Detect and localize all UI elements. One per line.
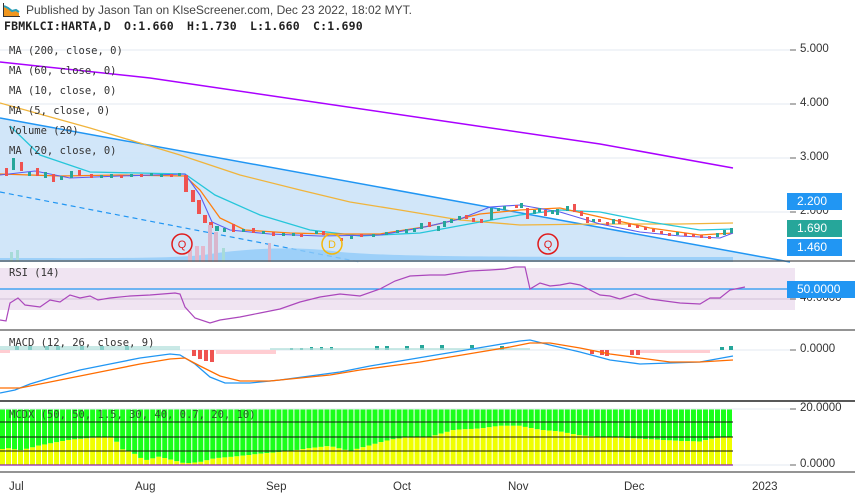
- marker-q-1: [171, 233, 193, 255]
- rsi-pane: [0, 266, 795, 324]
- marker-q-2: [537, 233, 559, 255]
- svg-text:D: D: [328, 239, 336, 251]
- legend-ma10[interactable]: MA (10, close, 0): [9, 85, 117, 97]
- mcdx-pane: [0, 409, 732, 465]
- svg-text:Q: Q: [178, 239, 187, 251]
- macd-pane: [0, 339, 790, 394]
- time-axis-jul: Jul: [9, 481, 24, 493]
- high-value: H:1.730: [186, 19, 237, 33]
- ma20-line: [9, 125, 734, 237]
- ma10-line: [0, 173, 734, 236]
- legend-rsi[interactable]: RSI (14): [9, 267, 60, 279]
- legend-ma5[interactable]: MA (5, close, 0): [9, 105, 111, 117]
- svg-text:Q: Q: [544, 239, 553, 251]
- macd-axis-zero: 0.0000: [800, 343, 836, 355]
- event-markers: Q D Q: [171, 233, 559, 255]
- volume-bars: [0, 225, 733, 262]
- chart-header: Published by Jason Tan on KlseScreener.c…: [0, 0, 855, 36]
- open-value: O:1.660: [123, 19, 174, 33]
- ma200-line: [0, 61, 734, 169]
- low-value: L:1.660: [249, 19, 300, 33]
- last-price-tag: 1.690: [787, 220, 842, 237]
- price-axis-5: 5.000: [800, 43, 829, 55]
- close-value: C:1.690: [312, 19, 363, 33]
- lower-channel-price-tag: 1.460: [787, 239, 842, 256]
- legend-ma20[interactable]: MA (20, close, 0): [9, 145, 117, 157]
- legend-mcdx[interactable]: MCDX (50, 50, 1.5, 30, 40, 0.7, 20, 10): [9, 409, 256, 421]
- legend-volume[interactable]: Volume (20): [9, 125, 79, 137]
- time-axis-2023: 2023: [752, 481, 778, 493]
- legend-ma60[interactable]: MA (60, close, 0): [9, 65, 117, 77]
- marker-d: [321, 233, 343, 255]
- legend-ma200[interactable]: MA (200, close, 0): [9, 45, 123, 57]
- time-axis-sep: Sep: [266, 481, 287, 493]
- time-axis-aug: Aug: [135, 481, 156, 493]
- published-by-text: Published by Jason Tan on KlseScreener.c…: [26, 3, 413, 17]
- price-channel: [0, 117, 791, 263]
- price-axis-3: 3.000: [800, 151, 829, 163]
- price-axis-4: 4.000: [800, 97, 829, 109]
- time-axis-oct: Oct: [393, 481, 411, 493]
- mcdx-axis-0: 0.0000: [800, 458, 836, 470]
- candlesticks: [5, 158, 733, 241]
- klsescreener-logo-icon: [3, 3, 20, 17]
- time-axis-dec: Dec: [624, 481, 645, 493]
- upper-channel-price-tag: 2.200: [787, 193, 842, 210]
- legend-macd[interactable]: MACD (12, 26, close, 9): [9, 337, 155, 349]
- ohlc-readout: FBMKLCI:HARTA,D O:1.660 H:1.730 L:1.660 …: [4, 19, 369, 33]
- mcdx-axis-20: 20.0000: [800, 402, 842, 414]
- rsi-level-tag: 50.0000: [787, 281, 855, 298]
- symbol-label: FBMKLCI:HARTA,D: [4, 19, 111, 33]
- time-axis-nov: Nov: [508, 481, 529, 493]
